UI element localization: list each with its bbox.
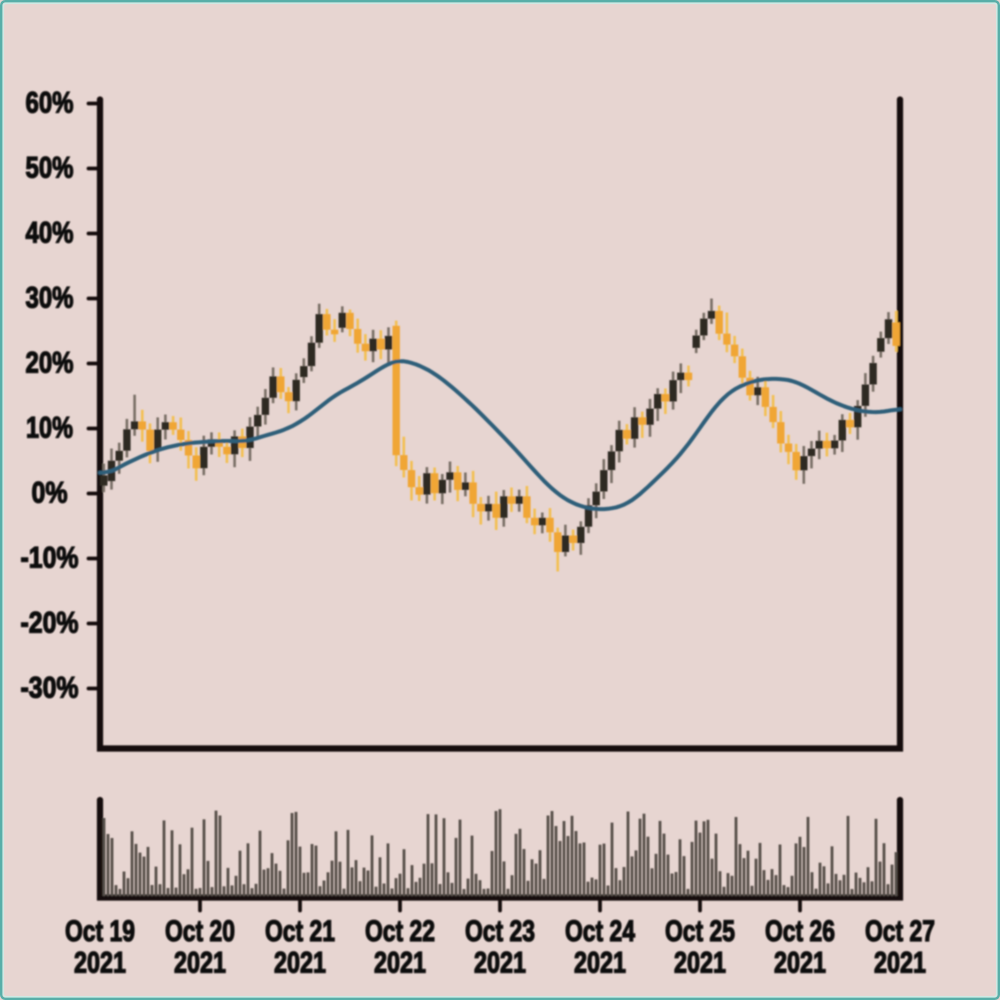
svg-text:Oct 24: Oct 24 xyxy=(565,915,635,948)
svg-text:2021: 2021 xyxy=(874,947,926,980)
svg-text:-30%: -30% xyxy=(21,672,79,705)
svg-text:Oct 22: Oct 22 xyxy=(365,915,435,948)
svg-text:2021: 2021 xyxy=(374,947,426,980)
svg-text:2021: 2021 xyxy=(74,947,126,980)
svg-text:0%: 0% xyxy=(32,477,68,510)
svg-text:Oct 20: Oct 20 xyxy=(165,915,235,948)
svg-text:2021: 2021 xyxy=(774,947,826,980)
svg-text:Oct 25: Oct 25 xyxy=(665,915,735,948)
svg-text:30%: 30% xyxy=(26,282,74,315)
svg-text:10%: 10% xyxy=(26,412,73,445)
svg-text:-20%: -20% xyxy=(21,607,79,640)
svg-text:2021: 2021 xyxy=(674,947,726,980)
svg-text:2021: 2021 xyxy=(274,947,326,980)
svg-text:50%: 50% xyxy=(26,152,74,185)
svg-text:Oct 26: Oct 26 xyxy=(765,915,835,948)
svg-text:2021: 2021 xyxy=(474,947,526,980)
svg-text:Oct 19: Oct 19 xyxy=(65,915,135,948)
svg-text:60%: 60% xyxy=(26,87,74,120)
svg-text:-10%: -10% xyxy=(21,542,79,575)
svg-text:2021: 2021 xyxy=(574,947,626,980)
svg-text:20%: 20% xyxy=(26,347,74,380)
svg-text:Oct 23: Oct 23 xyxy=(465,915,535,948)
svg-text:Oct 21: Oct 21 xyxy=(265,915,335,948)
svg-text:2021: 2021 xyxy=(174,947,226,980)
svg-text:40%: 40% xyxy=(26,217,74,250)
svg-text:Oct 27: Oct 27 xyxy=(865,915,935,948)
